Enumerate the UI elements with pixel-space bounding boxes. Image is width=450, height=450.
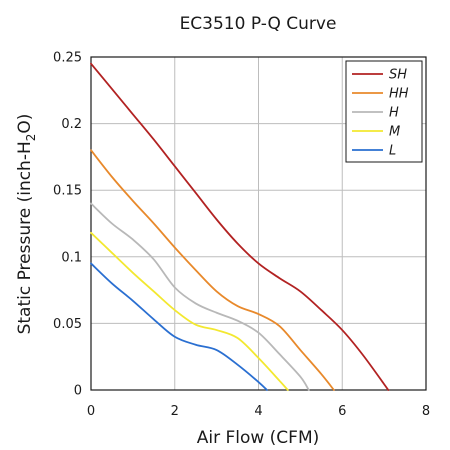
series-line-h xyxy=(90,202,310,391)
y-axis-label-subscript: 2 xyxy=(24,134,38,142)
y-tick-label: 0.1 xyxy=(61,250,82,265)
legend-label-hh: HH xyxy=(389,87,409,102)
x-tick-labels: 0 2 4 6 8 xyxy=(87,404,430,419)
plot-frame xyxy=(90,56,427,391)
grid-lines xyxy=(91,57,426,390)
y-tick-label: 0.25 xyxy=(53,51,82,66)
series-lines xyxy=(90,62,390,391)
series-line-l xyxy=(90,262,268,391)
chart-title: EC3510 P-Q Curve xyxy=(180,14,337,34)
legend-label-l: L xyxy=(389,144,396,159)
x-tick-label: 8 xyxy=(422,404,430,419)
y-axis-label: Static Pressure (inch-H2O) xyxy=(15,114,38,335)
legend-label-h: H xyxy=(389,106,399,121)
y-tick-label: 0.05 xyxy=(53,317,82,332)
x-tick-label: 0 xyxy=(87,404,95,419)
x-tick-label: 6 xyxy=(338,404,346,419)
series-line-m xyxy=(90,231,289,391)
legend-label-m: M xyxy=(389,125,400,140)
x-tick-label: 4 xyxy=(254,404,262,419)
legend-label-sh: SH xyxy=(389,68,407,83)
y-tick-label: 0.2 xyxy=(61,117,82,132)
y-tick-label: 0 xyxy=(74,384,82,399)
y-tick-labels: 0 0.05 0.1 0.15 0.2 0.25 xyxy=(53,51,82,399)
series-line-sh xyxy=(90,62,390,391)
series-line-hh xyxy=(90,149,335,391)
x-tick-label: 2 xyxy=(171,404,179,419)
x-axis-label: Air Flow (CFM) xyxy=(197,428,320,448)
y-axis-label-main: Static Pressure (inch-H xyxy=(15,141,35,334)
y-tick-label: 0.15 xyxy=(53,184,82,199)
y-axis-label-end: O) xyxy=(15,114,35,134)
